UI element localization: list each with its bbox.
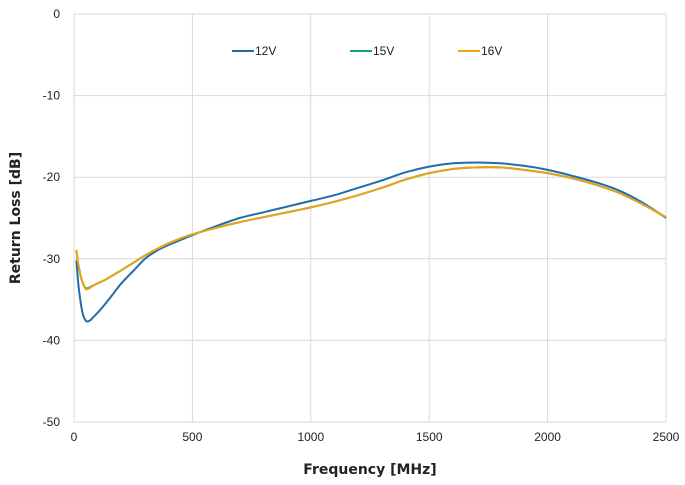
- y-tick-label: -10: [43, 89, 61, 103]
- legend-item-12v: 12V: [232, 44, 276, 58]
- legend-label: 16V: [481, 44, 502, 58]
- y-tick-label: -20: [43, 170, 61, 184]
- series-line-16v: [75, 166, 667, 291]
- x-tick-label: 1000: [297, 430, 324, 444]
- series-line-15v: [75, 166, 667, 290]
- x-tick-label: 1500: [416, 430, 443, 444]
- legend-label: 12V: [255, 44, 276, 58]
- legend-item-16v: 16V: [458, 44, 502, 58]
- y-tick-label: -40: [43, 333, 61, 347]
- series-line-12v: [75, 161, 667, 323]
- y-tick-label: 0: [53, 7, 60, 21]
- tick-labels: 0 500 1000 1500 2000 2500 0 -10 -20 -30 -40 -50: [43, 7, 680, 444]
- gridlines: [73, 13, 667, 423]
- series-lines: [75, 161, 667, 323]
- y-tick-label: -50: [43, 415, 61, 429]
- legend-label: 15V: [373, 44, 394, 58]
- x-tick-label: 2000: [534, 430, 561, 444]
- x-tick-label: 2500: [653, 430, 680, 444]
- y-tick-label: -30: [43, 252, 61, 266]
- legend: 12V 15V 16V: [232, 44, 502, 58]
- x-axis-title: Frequency [MHz]: [303, 462, 436, 478]
- plot-area: [73, 13, 667, 423]
- x-tick-label: 500: [182, 430, 202, 444]
- y-axis-title: Return Loss [dB]: [8, 152, 24, 284]
- legend-item-15v: 15V: [350, 44, 394, 58]
- x-tick-label: 0: [71, 430, 78, 444]
